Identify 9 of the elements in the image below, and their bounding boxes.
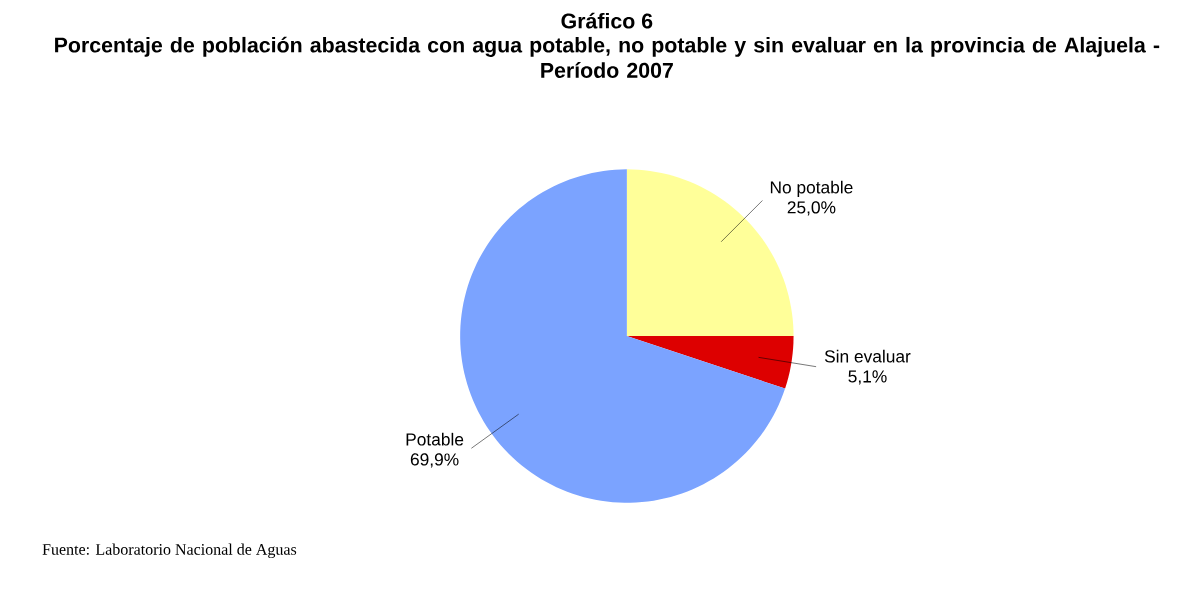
data-label: 5,1%: [848, 370, 887, 385]
chart-title: Gráfico 6: [561, 12, 653, 29]
chart-subtitle: Porcentaje de población abastecida con agua potable, no potable y sin evaluar en la provincia de Alajuela - Período 2007: [55, 36, 1160, 78]
slice-label: Sin evaluar: [824, 349, 911, 363]
source-note: Fuente: Laboratorio Nacional de Aguas: [42, 543, 297, 558]
slice-label: No potable: [770, 180, 853, 197]
data-label: 25,0%: [787, 200, 836, 216]
slice-label: Potable: [406, 432, 464, 446]
data-label: 69,9%: [410, 453, 459, 468]
